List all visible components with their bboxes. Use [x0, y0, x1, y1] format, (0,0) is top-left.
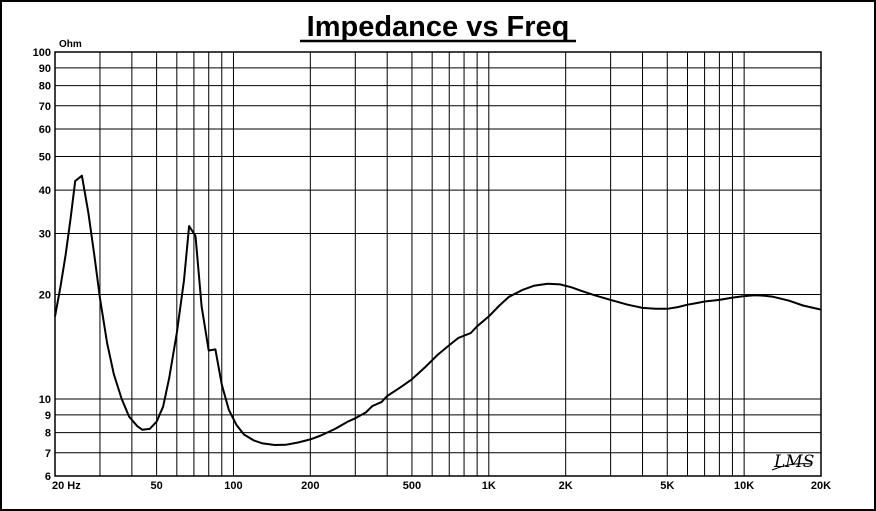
x-tick-label: 10K — [734, 480, 754, 492]
y-tick-label: 90 — [39, 63, 51, 75]
series-layer — [54, 174, 822, 446]
x-tick-label: 50 — [150, 480, 162, 492]
x-tick-label: 100 — [224, 480, 242, 492]
y-tick-label: 10 — [39, 394, 51, 406]
y-tick-label: 100 — [33, 47, 51, 59]
x-tick-label: 1K — [482, 480, 496, 492]
grid — [54, 51, 822, 477]
y-tick-label: 8 — [45, 428, 51, 440]
x-tick-label: 200 — [301, 480, 319, 492]
y-tick-label: 70 — [39, 101, 51, 113]
y-tick-label: 40 — [39, 185, 51, 197]
y-tick-label: 50 — [39, 151, 51, 163]
y-tick-label: 6 — [45, 471, 51, 483]
y-tick-label: 7 — [45, 448, 51, 460]
y-tick-label: 60 — [39, 124, 51, 136]
lms-logo: LMS — [773, 452, 814, 472]
y-tick-label: 20 — [39, 290, 51, 302]
tick-labels: 100 90 80 70 60 50 40 30 20 10 9 8 7 620 Hz 50 100 200 50… — [33, 47, 832, 492]
x-tick-label: 2K — [559, 480, 573, 492]
x-tick-label: 5K — [660, 480, 674, 492]
y-axis-unit-label: Ohm — [59, 39, 82, 50]
chart-title: Impedance vs Freq — [307, 11, 570, 43]
y-tick-label: 9 — [45, 410, 51, 422]
y-tick-label: 30 — [39, 228, 51, 240]
x-tick-label: 20K — [811, 480, 831, 492]
x-tick-label: 20 Hz — [52, 480, 81, 492]
logo-flourish — [771, 463, 813, 471]
plot-border — [54, 51, 822, 477]
impedance-curve — [54, 174, 822, 446]
x-tick-label: 500 — [403, 480, 421, 492]
y-tick-label: 80 — [39, 81, 51, 93]
